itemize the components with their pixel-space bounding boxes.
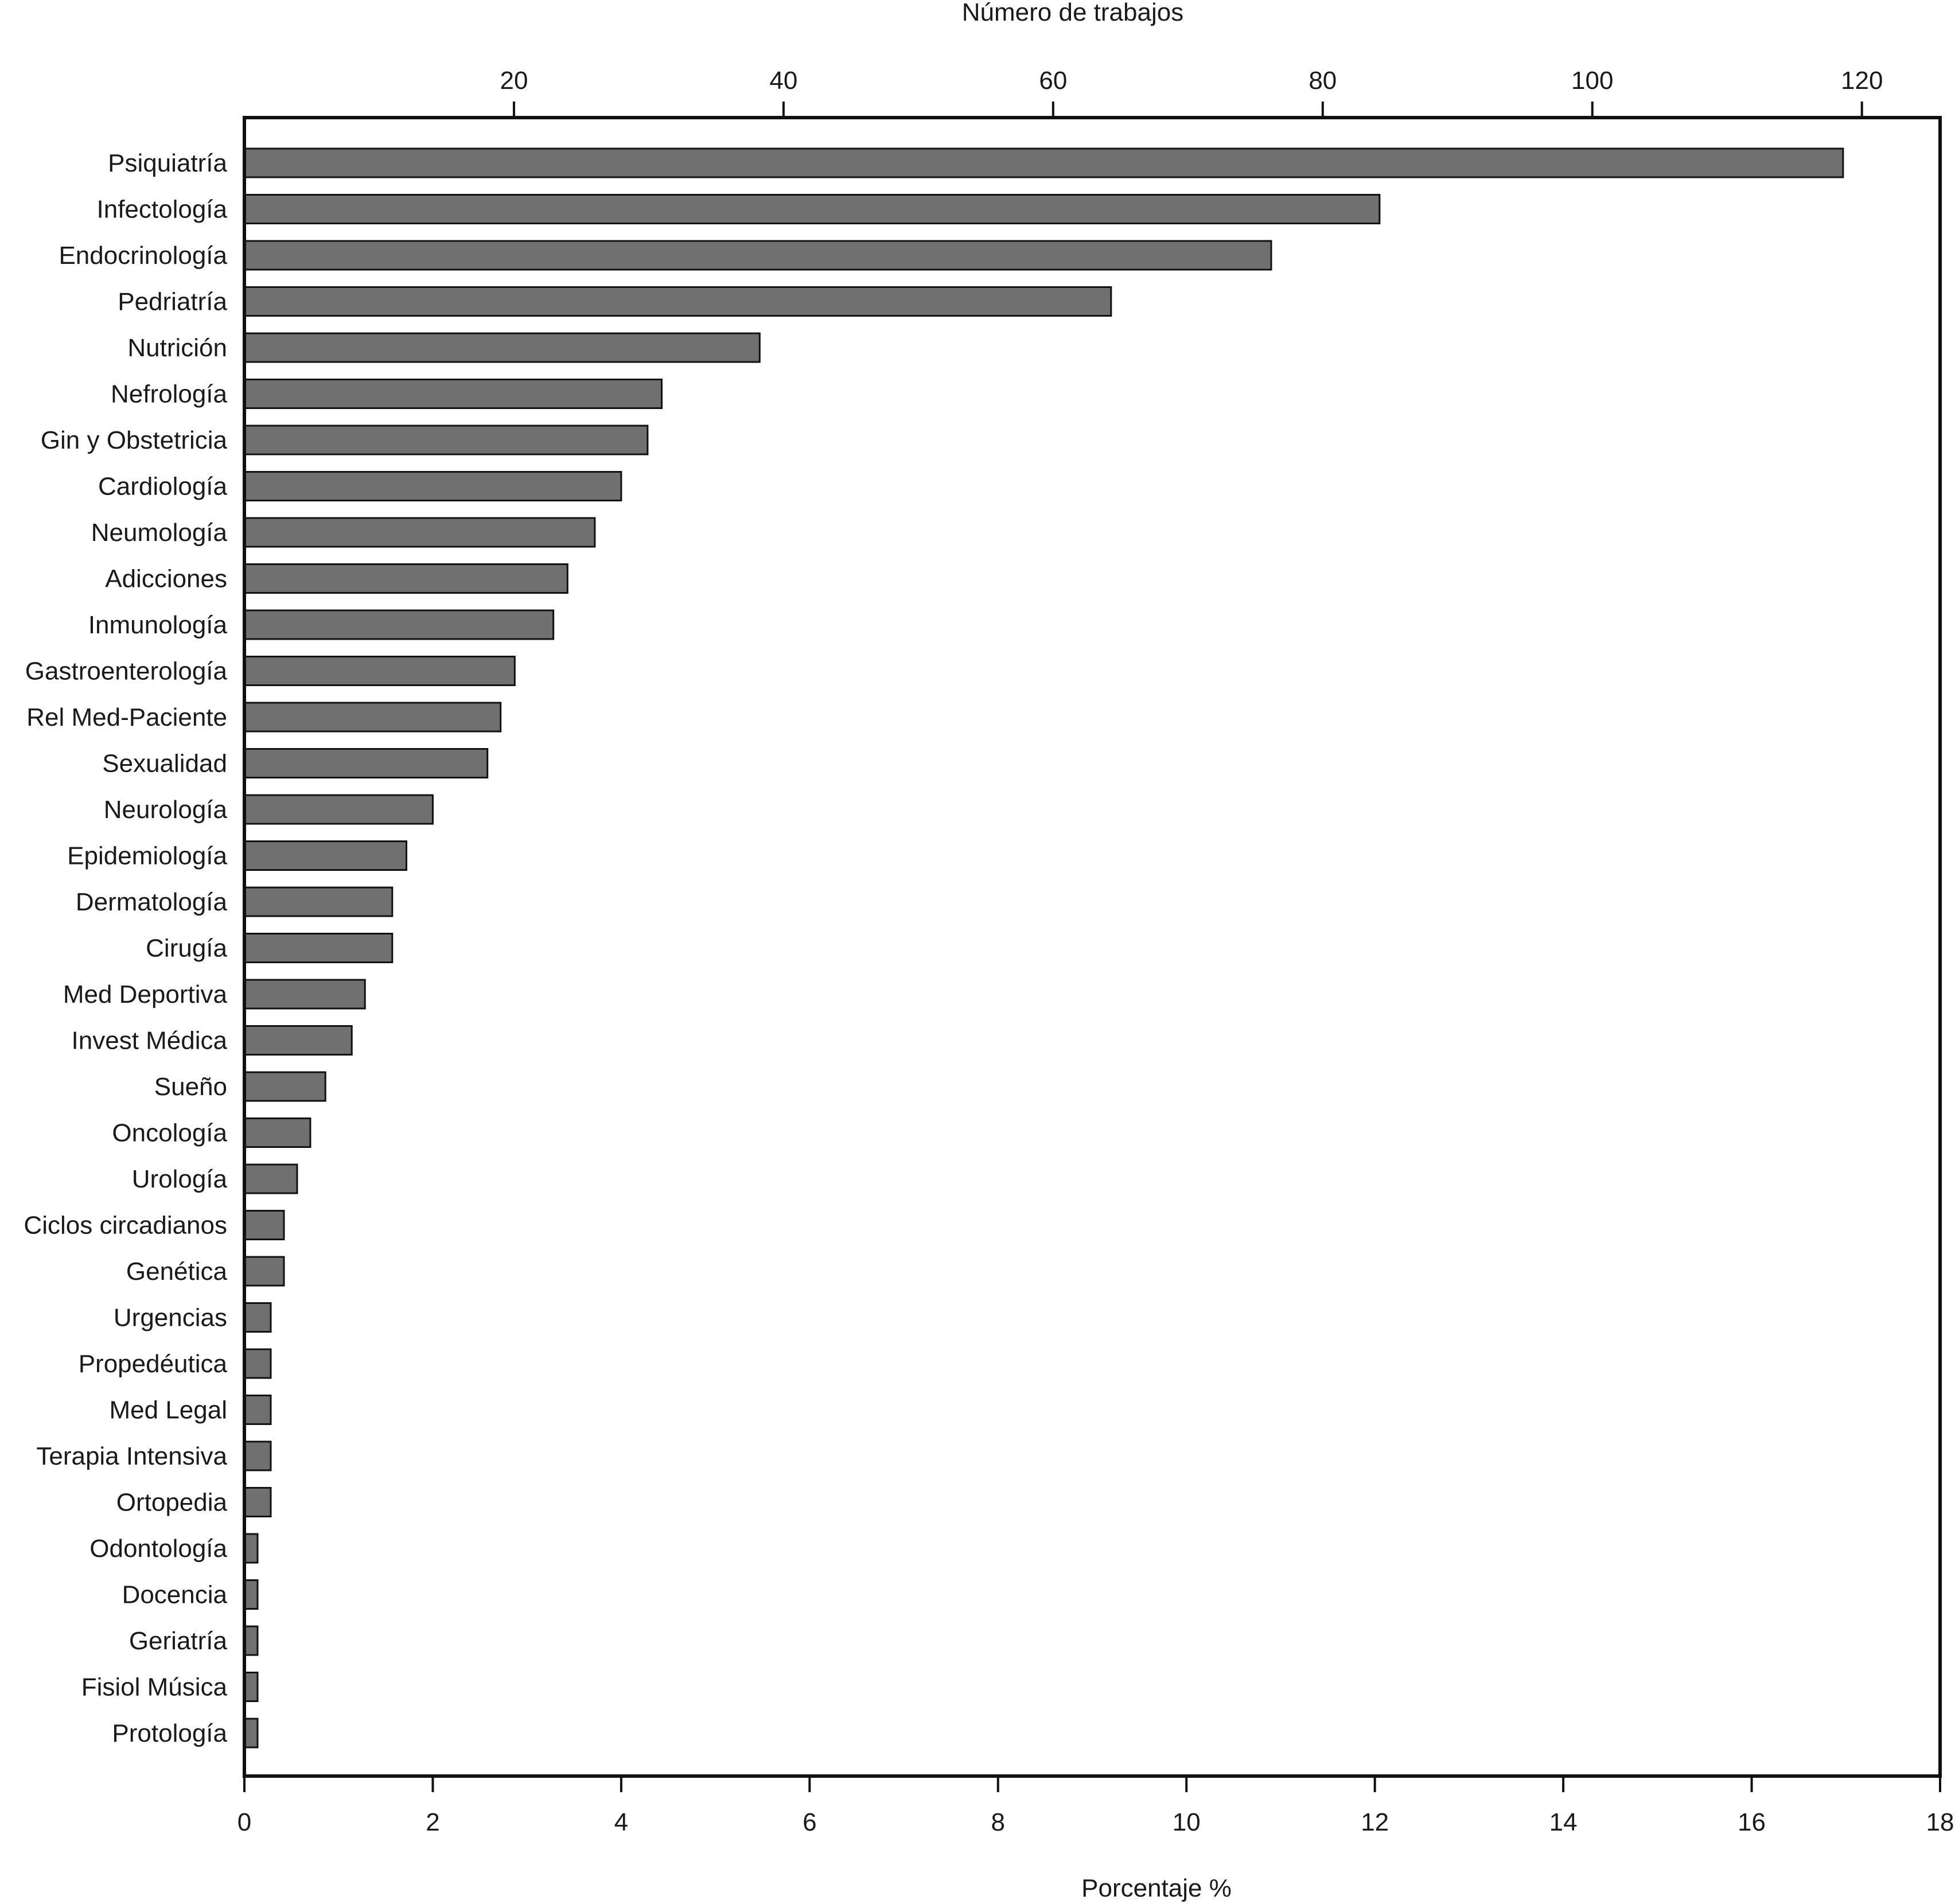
bar [243, 1163, 298, 1194]
category-label: Med Legal [110, 1396, 227, 1424]
bottom-tick-label: 0 [237, 1808, 251, 1836]
bar [243, 609, 555, 640]
category-label: Epidemiología [67, 842, 227, 870]
bar [243, 1071, 326, 1102]
bar [243, 794, 434, 825]
top-axis-title: Número de trabajos [962, 0, 1183, 26]
category-label: Ortopedia [116, 1489, 228, 1517]
category-label: Nefrología [111, 380, 228, 408]
bar [243, 1302, 272, 1333]
category-label: Infectología [97, 196, 228, 224]
bar [243, 517, 596, 548]
category-label: Terapia Intensiva [36, 1442, 227, 1470]
bar [243, 1579, 259, 1610]
category-label: Genética [126, 1257, 228, 1286]
category-label: Docencia [122, 1581, 228, 1609]
bar [243, 147, 1844, 178]
category-label: Gin y Obstetricia [41, 426, 228, 454]
category-label: Sexualidad [102, 750, 227, 778]
bottom-tick-label: 6 [803, 1808, 816, 1836]
category-label: Urgencias [114, 1304, 227, 1332]
category-label: Adicciones [105, 565, 227, 593]
bar [243, 1672, 259, 1702]
category-label: Geriatría [129, 1627, 228, 1655]
category-label: Sueño [154, 1073, 227, 1101]
bottom-tick-label: 12 [1361, 1808, 1389, 1836]
bar [243, 1025, 353, 1056]
bottom-tick-label: 14 [1549, 1808, 1578, 1836]
bar [243, 471, 622, 501]
category-label: Neurología [104, 796, 228, 824]
bar [243, 1256, 285, 1287]
bar [243, 979, 366, 1010]
category-label: Med Deportiva [63, 980, 228, 1009]
bar [243, 379, 663, 409]
category-label: Gastroenterología [25, 657, 228, 686]
category-label: Neumología [91, 519, 228, 547]
category-label: Ciclos circadianos [24, 1212, 227, 1240]
bar [243, 425, 649, 455]
category-label: Propedéutica [79, 1350, 228, 1378]
bar [243, 1440, 272, 1471]
category-label: Rel Med-Paciente [26, 703, 227, 731]
bottom-tick-label: 10 [1173, 1808, 1201, 1836]
category-label: Oncología [112, 1119, 227, 1147]
bar [243, 240, 1272, 271]
top-tick-label: 120 [1841, 67, 1883, 95]
bar [243, 748, 489, 778]
bottom-tick-label: 8 [991, 1808, 1005, 1836]
bar [243, 1348, 272, 1379]
category-label: Cardiología [98, 473, 228, 501]
bottom-tick-label: 18 [1926, 1808, 1954, 1836]
bar [243, 286, 1112, 317]
top-axis: 20 40 60 80 100 120 [500, 67, 1883, 118]
category-labels: Psiquiatría Infectología Endocrinología Ped… [24, 149, 227, 1747]
bottom-tick-label: 16 [1738, 1808, 1766, 1836]
bar [243, 1210, 285, 1240]
bar [243, 702, 502, 733]
category-label: Dermatología [76, 888, 228, 916]
bar [243, 1395, 272, 1425]
category-label: Psiquiatría [108, 149, 227, 177]
top-tick-label: 60 [1039, 67, 1067, 95]
category-label: Pedriatría [118, 288, 227, 316]
plot-frame [243, 116, 1942, 1778]
bar [243, 886, 394, 917]
category-label: Fisiol Música [81, 1673, 228, 1701]
bar [243, 840, 407, 871]
category-label: Endocrinología [59, 242, 227, 270]
category-label: Urología [132, 1165, 228, 1193]
bar [243, 1533, 259, 1564]
bar [243, 194, 1381, 224]
category-label: Protología [112, 1719, 227, 1747]
category-label: Invest Médica [72, 1027, 228, 1055]
bottom-axis: 0 2 4 6 8 10 12 14 16 18 [237, 1776, 1954, 1836]
top-tick-label: 40 [769, 67, 797, 95]
bar [243, 563, 568, 594]
category-label: Odontología [89, 1535, 227, 1563]
bar [243, 1487, 272, 1517]
top-tick-label: 80 [1308, 67, 1337, 95]
bar [243, 656, 516, 686]
category-label: Nutrición [127, 334, 227, 362]
bar [243, 1625, 259, 1656]
category-label: Cirugía [146, 935, 227, 963]
bar [243, 933, 394, 963]
top-tick-label: 20 [500, 67, 528, 95]
bottom-tick-label: 2 [426, 1808, 439, 1836]
bottom-axis-title: Porcentaje % [1081, 1874, 1232, 1902]
category-label: Inmunología [88, 611, 228, 639]
bottom-tick-label: 4 [614, 1808, 628, 1836]
top-tick-label: 100 [1571, 67, 1613, 95]
bar [243, 332, 761, 363]
bar [243, 1118, 311, 1148]
bar [243, 1718, 259, 1749]
bars [243, 147, 1844, 1749]
